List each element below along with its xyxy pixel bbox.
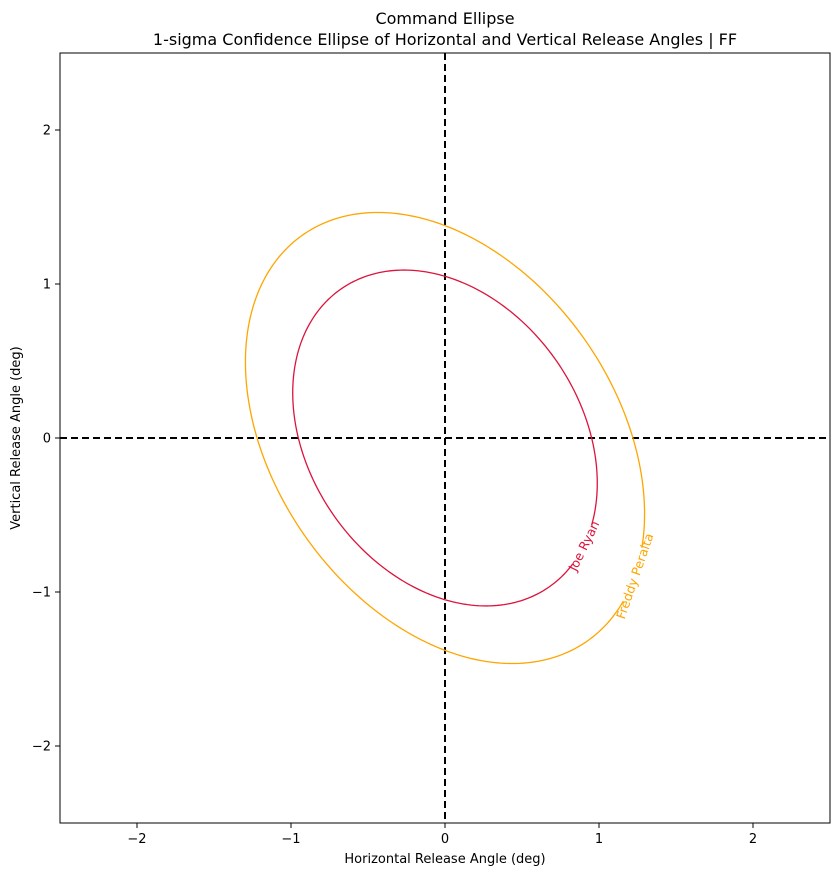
chart-subtitle: 1-sigma Confidence Ellipse of Horizontal…: [153, 30, 737, 49]
x-tick-label: 2: [749, 832, 757, 847]
x-tick-label: −1: [281, 832, 300, 847]
x-tick-label: 0: [441, 832, 449, 847]
y-tick-label: −2: [32, 740, 51, 755]
x-tick-label: 1: [595, 832, 603, 847]
y-tick-label: 0: [43, 432, 51, 447]
x-axis-label: Horizontal Release Angle (deg): [344, 852, 545, 867]
chart-title: Command Ellipse: [375, 9, 514, 28]
ellipse-label-joe-ryan: Joe Ryan: [565, 518, 603, 574]
ellipse-joe-ryan: [292, 269, 598, 607]
plot-area: Freddy Peralta Joe Ryan: [59, 52, 831, 824]
x-tick-label: −2: [127, 832, 146, 847]
y-tick-label: −1: [32, 586, 51, 601]
ellipse-label-freddy-peralta: Freddy Peralta: [613, 531, 657, 621]
ellipse-freddy-peralta: [244, 211, 646, 665]
y-axis-label: Vertical Release Angle (deg): [9, 346, 24, 530]
axis-ticks: −2 −1 0 1 2 −2 −1 0 1 2: [32, 124, 757, 848]
y-tick-label: 1: [43, 278, 51, 293]
y-tick-label: 2: [43, 124, 51, 139]
